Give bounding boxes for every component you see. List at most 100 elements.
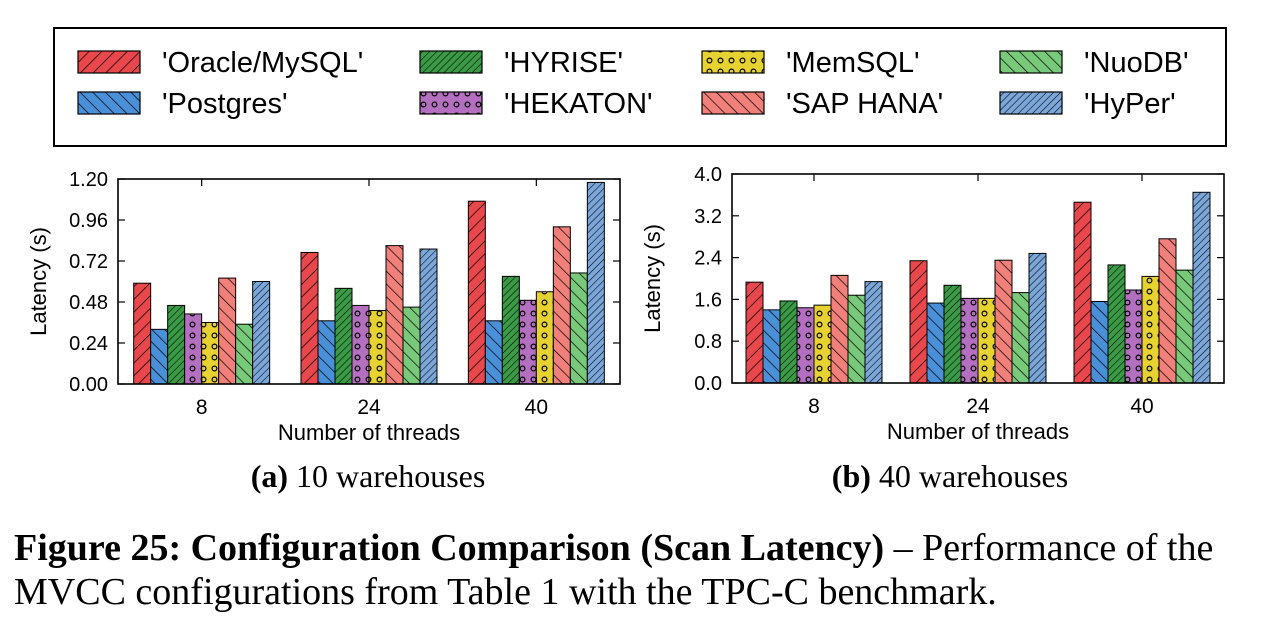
legend-entry-hyper: 'HyPer'	[999, 88, 1176, 120]
bar-hyrise-40-hatch	[501, 275, 520, 385]
legend: 'Oracle/MySQL' 'HYRISE' 'MemSQL' 'NuoDB' 'Po…	[77, 47, 1189, 120]
legend-entry-postgres: 'Postgres'	[77, 88, 288, 120]
bar-postgres-8-hatch	[762, 309, 781, 384]
legend-label-postgres: 'Postgres'	[162, 88, 288, 120]
legend-swatch-hatch-hyrise	[420, 51, 482, 73]
bar-memsql-24-hatch	[977, 297, 996, 384]
bar-hyrise-24-hatch	[943, 284, 962, 384]
bar-oracle-mysql-40-hatch	[1073, 201, 1092, 384]
y-axis-label: Latency (s)	[26, 227, 51, 336]
x-tick-label: 24	[966, 395, 990, 418]
bar-postgres-24-hatch	[317, 320, 336, 385]
bar-hyrise-40-hatch	[1107, 264, 1126, 384]
bar-sap-hana-40-hatch	[552, 226, 571, 385]
bar-hekaton-24-hatch	[351, 304, 370, 385]
y-tick-label: 0.00	[69, 374, 108, 396]
legend-swatch-hatch-hyper	[1000, 92, 1062, 114]
y-tick-label: 1.6	[694, 289, 722, 311]
plot-frame	[117, 178, 621, 385]
x-axis-label: Number of threads	[278, 420, 460, 445]
legend-entry-hekaton: 'HEKATON'	[419, 88, 653, 120]
plot-frame	[731, 173, 1225, 384]
bar-hyper-40-hatch	[586, 181, 605, 385]
y-tick-label: 0.96	[69, 210, 108, 232]
bar-hyper-8-hatch	[864, 281, 883, 384]
bar-oracle-mysql-8-hatch	[133, 282, 152, 385]
legend-label-memsql: 'MemSQL'	[786, 47, 920, 79]
bar-oracle-mysql-24-hatch	[300, 251, 319, 385]
x-axis-label: Number of threads	[887, 419, 1069, 444]
bar-postgres-24-hatch	[926, 302, 945, 384]
bar-hekaton-40-hatch	[518, 299, 537, 385]
chart-b: 0.0 0.8 1.6 2.4 3.2 4.0 8 24 40 Number of threads…	[640, 164, 1225, 444]
subtitle-b: (b) 40 warehouses	[831, 458, 1069, 494]
x-tick-label: 40	[525, 396, 548, 419]
bar-nuodb-24-hatch	[1011, 292, 1030, 384]
legend-label-hekaton: 'HEKATON'	[504, 88, 653, 120]
x-tick-label: 24	[357, 396, 381, 419]
subtitle-a: (a) 10 warehouses	[250, 458, 486, 494]
legend-swatch-hatch-nuodb	[1000, 51, 1062, 73]
x-tick-label: 8	[196, 396, 208, 419]
legend-entry-memsql: 'MemSQL'	[701, 47, 920, 79]
bar-memsql-8-hatch	[813, 304, 832, 384]
bar-sap-hana-24-hatch	[994, 259, 1013, 384]
bar-memsql-40-hatch	[535, 291, 554, 385]
legend-swatch-hatch-oracle-mysql	[78, 51, 140, 73]
bar-hyper-40-hatch	[1192, 191, 1211, 384]
legend-swatch-hatch-memsql	[702, 51, 764, 73]
bar-nuodb-8-hatch	[235, 323, 254, 385]
legend-swatch-hatch-sap-hana	[702, 92, 764, 114]
legend-swatch-hatch-postgres	[78, 92, 140, 114]
legend-box	[53, 27, 1227, 147]
y-tick-label: 3.2	[694, 206, 722, 228]
bar-nuodb-24-hatch	[402, 306, 421, 385]
bar-sap-hana-8-hatch	[218, 277, 237, 385]
bar-hekaton-8-hatch	[796, 307, 815, 384]
figure-caption: Figure 25: Configuration Comparison (Sca…	[14, 527, 1214, 613]
bar-hekaton-40-hatch	[1124, 289, 1143, 384]
y-tick-label: 0.48	[69, 292, 108, 314]
legend-label-hyrise: 'HYRISE'	[504, 47, 623, 79]
bar-hyrise-8-hatch	[779, 300, 798, 384]
bar-nuodb-8-hatch	[847, 294, 866, 384]
bar-hyrise-24-hatch	[334, 287, 353, 385]
bar-oracle-mysql-8-hatch	[745, 281, 764, 384]
bar-oracle-mysql-24-hatch	[909, 260, 928, 384]
legend-entry-sap-hana: 'SAP HANA'	[701, 88, 943, 120]
y-tick-label: 0.0	[694, 373, 722, 395]
bar-nuodb-40-hatch	[1175, 269, 1194, 384]
y-tick-label: 0.72	[69, 251, 108, 273]
legend-entry-hyrise: 'HYRISE'	[419, 47, 623, 79]
bar-sap-hana-40-hatch	[1158, 238, 1177, 384]
chart-a: 0.00 0.24 0.48 0.72 0.96 1.20 8 24 40 Number of t…	[26, 169, 621, 445]
bar-hekaton-8-hatch	[184, 313, 203, 385]
y-tick-label: 2.4	[694, 248, 722, 270]
legend-entry-nuodb: 'NuoDB'	[999, 47, 1189, 79]
legend-label-hyper: 'HyPer'	[1084, 88, 1176, 120]
bar-sap-hana-8-hatch	[830, 274, 849, 384]
bar-hyper-24-hatch	[419, 248, 438, 385]
bar-memsql-8-hatch	[201, 322, 220, 385]
x-tick-label: 8	[808, 395, 820, 418]
bar-postgres-40-hatch	[1090, 300, 1109, 384]
y-tick-label: 0.24	[69, 333, 108, 355]
bar-sap-hana-24-hatch	[385, 245, 404, 385]
y-tick-label: 1.20	[69, 169, 108, 191]
legend-swatch-hatch-hekaton	[420, 92, 482, 114]
bar-nuodb-40-hatch	[569, 272, 588, 385]
legend-label-sap-hana: 'SAP HANA'	[786, 88, 943, 120]
bar-oracle-mysql-40-hatch	[467, 200, 486, 385]
y-tick-label: 0.8	[694, 331, 722, 353]
bar-hyrise-8-hatch	[167, 304, 186, 385]
bar-memsql-24-hatch	[368, 310, 387, 385]
legend-label-oracle-mysql: 'Oracle/MySQL'	[162, 47, 363, 79]
x-tick-label: 40	[1130, 395, 1153, 418]
legend-entry-oracle-mysql: 'Oracle/MySQL'	[77, 47, 363, 79]
bar-postgres-8-hatch	[150, 328, 169, 385]
legend-label-nuodb: 'NuoDB'	[1084, 47, 1189, 79]
y-axis-label: Latency (s)	[640, 224, 665, 333]
y-tick-label: 4.0	[694, 164, 722, 186]
bar-postgres-40-hatch	[484, 320, 503, 385]
